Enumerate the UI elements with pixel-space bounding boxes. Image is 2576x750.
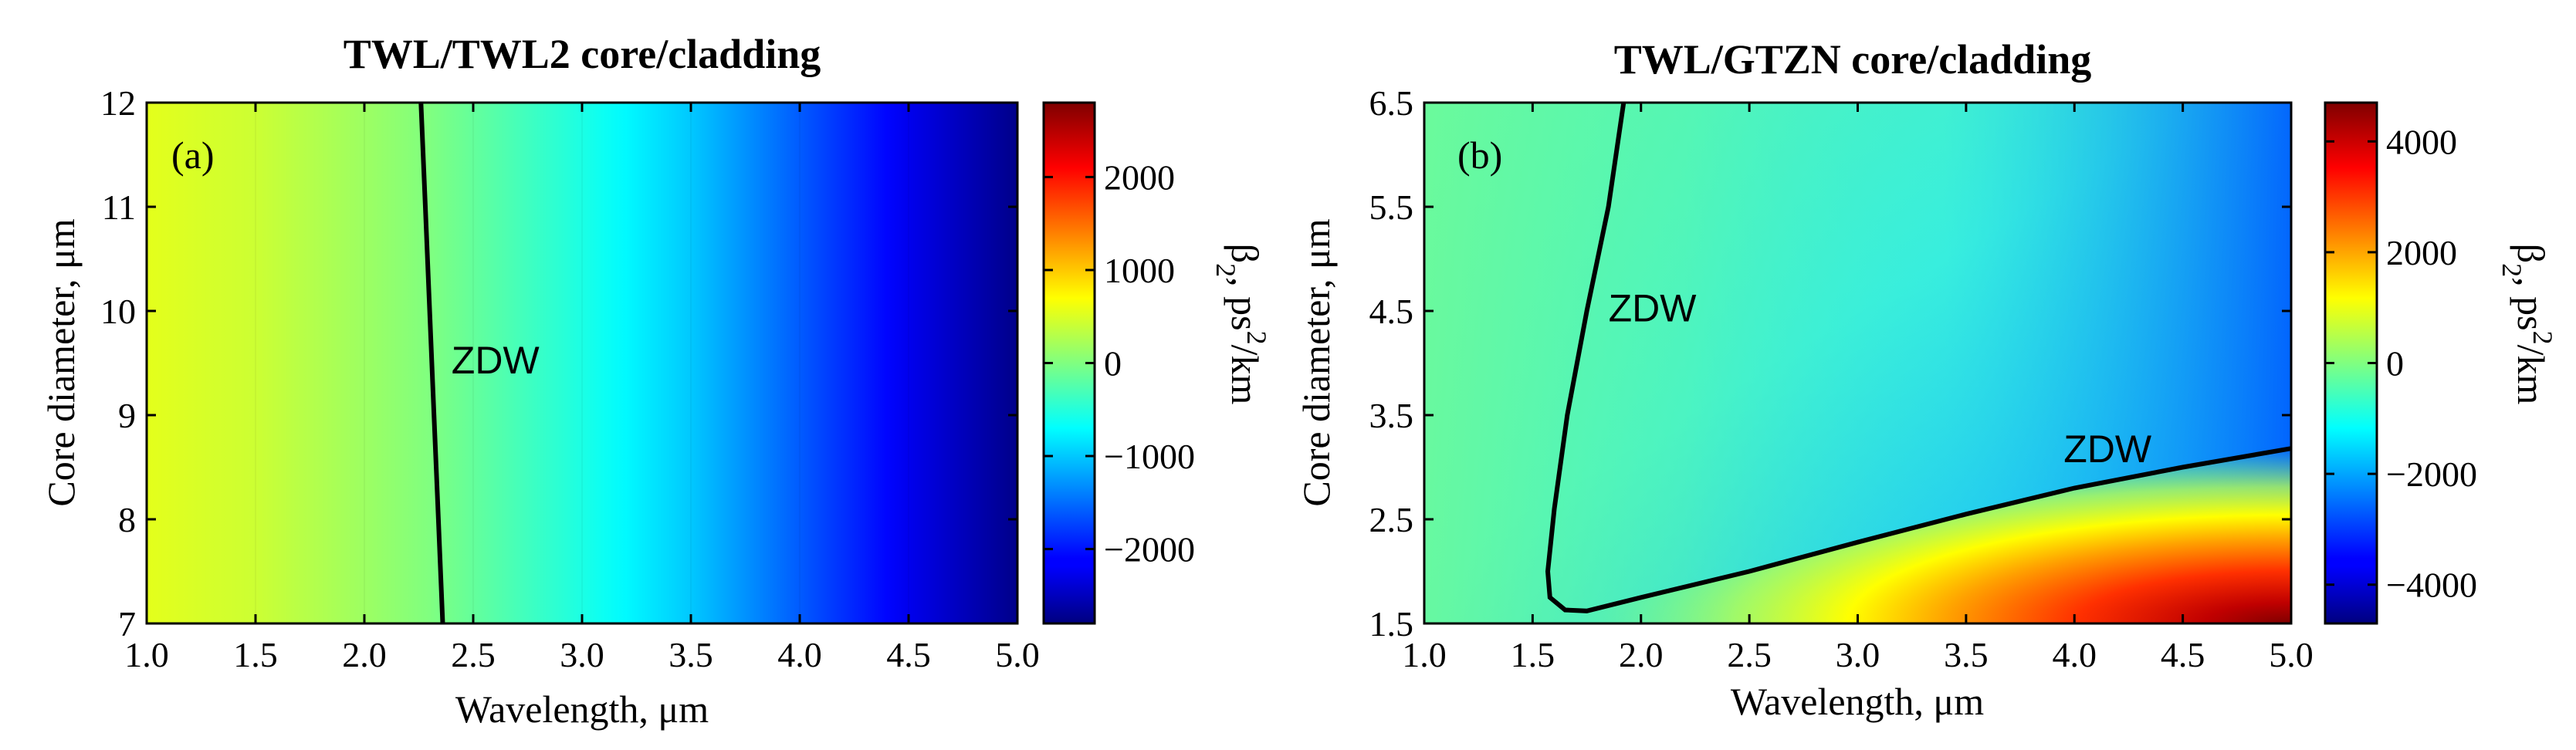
chart-a-colorbar-label-sup: 2 [1241, 331, 1272, 345]
chart-b-ytick-label: 5.5 [1369, 188, 1414, 227]
chart-b-xlabel: Wavelength, μm [1731, 680, 1984, 723]
chart-a-ytick-label: 10 [100, 292, 136, 331]
chart-b-xtick-label: 1.0 [1402, 635, 1447, 674]
chart-b-ytick-label: 2.5 [1369, 500, 1414, 539]
chart-a-ytick-label: 9 [118, 396, 136, 435]
chart-b-anomalous-region [1576, 448, 2291, 623]
chart-a-colorbar-label-beta: β [1224, 244, 1267, 263]
chart-b-colorbar-label-unit-end: /km [2510, 345, 2553, 405]
chart-b-zdw-label-2: ZDW [2063, 427, 2152, 471]
chart-a-xtick-label: 4.5 [886, 635, 931, 674]
chart-a-colorbar-tick-label: −1000 [1104, 437, 1195, 476]
chart-a-panel-label: (a) [171, 133, 215, 177]
chart-a-colorbar-label-unit-end: /km [1224, 345, 1267, 405]
chart-b-ylabel: Core diameter, μm [1295, 218, 1338, 506]
chart-b-xtick-label: 3.0 [1836, 635, 1880, 674]
chart-b-ticks: 1.0 1.5 2.0 2.5 3.0 3.5 4.0 4.5 5.01.52.53.54.55… [1369, 83, 2314, 674]
chart-a-colorbar-tick-label: −2000 [1104, 530, 1195, 569]
chart-a-colorbar-tick-label: 2000 [1104, 157, 1175, 197]
chart-a-xtick-label: 2.5 [451, 635, 496, 674]
chart-b-zdw-label-1: ZDW [1609, 287, 1698, 330]
chart-a-xtick-label: 3.0 [560, 635, 604, 674]
chart-b-ytick-label: 4.5 [1369, 292, 1414, 331]
chart-b-ytick-label: 6.5 [1369, 83, 1414, 123]
chart-a-ylabel: Core diameter, μm [39, 218, 83, 506]
chart-a-colorbar-tick-label: 1000 [1104, 251, 1175, 290]
chart-b-colorbar-tick-label: 0 [2386, 344, 2404, 383]
chart-b-xtick-label: 4.0 [2053, 635, 2097, 674]
chart-a-xlabel: Wavelength, μm [455, 688, 709, 731]
chart-a-zdw-curve [418, 102, 445, 624]
chart-a-title: TWL/TWL2 core/cladding [344, 31, 821, 77]
chart-b-title: TWL/GTZN core/cladding [1614, 36, 2092, 83]
chart-a-xtick-label: 1.5 [233, 635, 278, 674]
chart-a-colorbar-label-unit: , ps [1224, 277, 1267, 330]
chart-b-xtick-label: 4.5 [2161, 635, 2205, 674]
chart-b-xtick-label: 2.5 [1727, 635, 1772, 674]
chart-a-contour-bands [255, 103, 909, 623]
chart-a-ytick-label: 11 [102, 188, 136, 227]
chart-b-ytick-label: 1.5 [1369, 604, 1414, 644]
chart-b-xtick-label: 1.5 [1511, 635, 1555, 674]
chart-a-xtick-label: 2.0 [342, 635, 387, 674]
chart-a-colorbar-label: β2, ps2/km [1210, 244, 1272, 405]
chart-a-colorbar-label-sub: 2 [1210, 263, 1241, 277]
chart-b-ytick-label: 3.5 [1369, 396, 1414, 435]
chart-a-heatmap [147, 103, 1017, 623]
chart-b-colorbar-tick-label: 4000 [2386, 122, 2457, 161]
chart-a-ytick-label: 7 [118, 604, 136, 644]
chart-a-zdw-label: ZDW [452, 339, 540, 382]
chart-a-xtick-label: 4.0 [777, 635, 822, 674]
chart-b-colorbar-label-sup: 2 [2527, 331, 2558, 345]
chart-a-ytick-label: 12 [100, 83, 136, 123]
chart-b-colorbar-label-beta: β [2510, 244, 2553, 263]
chart-b-xtick-label: 5.0 [2269, 635, 2314, 674]
chart-a-ytick-label: 8 [118, 500, 136, 539]
chart-b-colorbar-label-unit: , ps [2510, 277, 2553, 330]
chart-a-xtick-label: 5.0 [995, 635, 1040, 674]
chart-b-xtick-label: 3.5 [1944, 635, 1989, 674]
chart-a-xtick-label: 1.0 [124, 635, 169, 674]
chart-b-colorbar-tick-label: −2000 [2386, 454, 2477, 494]
chart-a-colorbar-ticks: −2000 −1000 0 1000 2000 [1044, 157, 1195, 569]
chart-b-colorbar-label-sub: 2 [2496, 263, 2527, 277]
chart-a-xtick-label: 3.5 [669, 635, 713, 674]
chart-b-colorbar-ticks: −4000 −2000 0 2000 4000 [2325, 122, 2477, 605]
chart-b: TWL/GTZN core/cladding 1.0 1.5 2.0 2.5 3.0 3.… [1295, 36, 2558, 723]
chart-b-colorbar-label: β2, ps2/km [2496, 244, 2558, 405]
chart-b-colorbar-tick-label: 2000 [2386, 233, 2457, 272]
chart-a-colorbar-tick-label: 0 [1104, 344, 1122, 383]
chart-b-colorbar-tick-label: −4000 [2386, 566, 2477, 605]
chart-b-zdw-curve [1545, 102, 2292, 613]
chart-a: TWL/TWL2 core/cladding 1.0 1.5 2.0 2.5 3.0 3.… [39, 31, 1272, 731]
chart-a-ticks: 1.0 1.5 2.0 2.5 3.0 3.5 4.0 4.5 5.0 7 8 9 10 11 12 [100, 83, 1040, 674]
chart-b-xtick-label: 2.0 [1619, 635, 1664, 674]
chart-b-panel-label: (b) [1457, 133, 1502, 177]
